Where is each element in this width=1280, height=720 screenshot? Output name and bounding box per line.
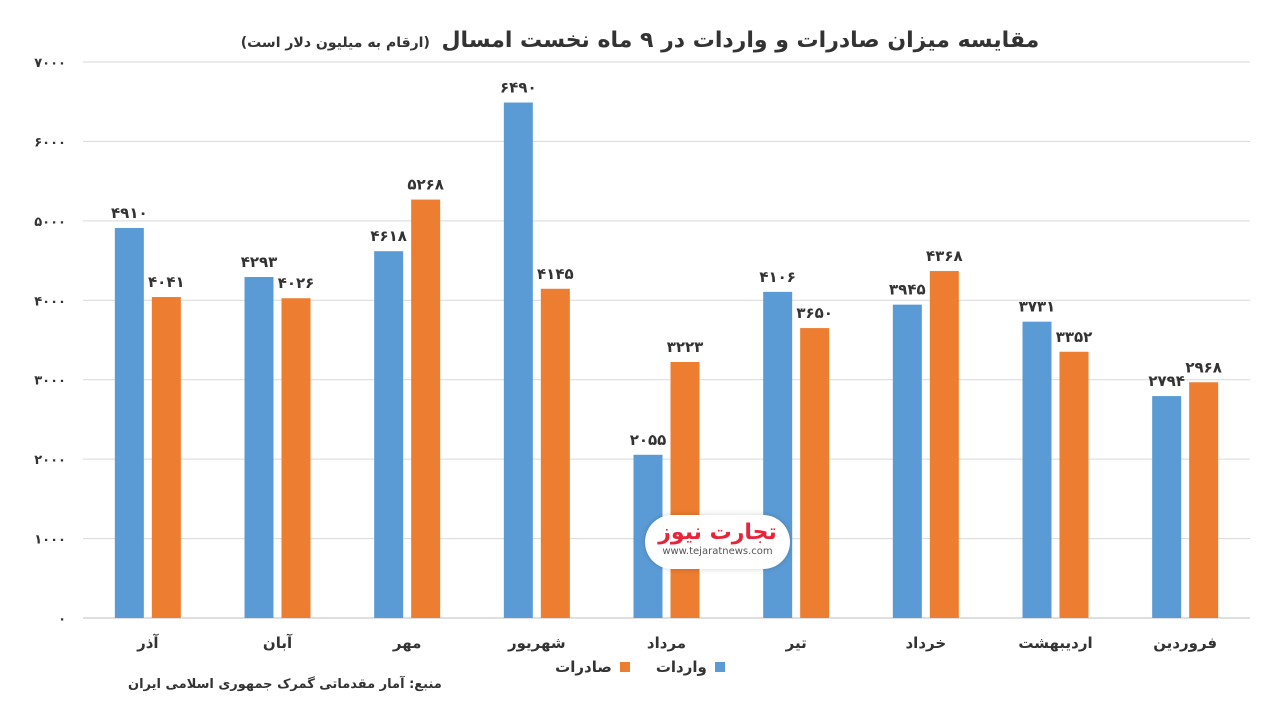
watermark-badge: تجارت نیوز www.tejaratnews.com xyxy=(645,515,790,569)
bar xyxy=(281,298,311,618)
watermark-logo: تجارت نیوز xyxy=(658,520,777,545)
x-tick-label: آبان xyxy=(263,634,293,652)
data-label: ۲۰۵۵ xyxy=(630,431,667,449)
bar xyxy=(1189,382,1219,618)
data-label: ۳۶۵۰ xyxy=(796,304,833,322)
data-label: ۴۲۹۳ xyxy=(241,253,278,271)
bar xyxy=(540,288,570,618)
data-label: ۶۴۹۰ xyxy=(500,79,537,97)
data-label: ۳۷۳۱ xyxy=(1019,298,1056,316)
data-label: ۲۷۹۴ xyxy=(1148,372,1185,390)
source-note: منبع: آمار مقدماتی گمرک جمهوری اسلامی ای… xyxy=(128,677,442,692)
legend-swatch-imports xyxy=(714,662,725,672)
legend-swatch-exports xyxy=(619,662,630,672)
x-tick-label: شهریور xyxy=(507,634,566,652)
chart-title: مقایسه میزان صادرات و واردات در ۹ ماه نخ… xyxy=(0,28,1280,53)
data-label: ۳۹۴۵ xyxy=(889,281,926,299)
data-label: ۳۲۲۳ xyxy=(667,338,704,356)
bar xyxy=(929,271,959,618)
bar xyxy=(114,228,144,618)
x-tick-label: مهر xyxy=(392,634,422,652)
x-tick-label: تیر xyxy=(785,634,807,652)
data-label: ۲۹۶۸ xyxy=(1185,358,1222,376)
bar xyxy=(670,362,700,618)
chart-legend: واردات صادرات xyxy=(0,658,1280,676)
y-tick-label: ۳۰۰۰ xyxy=(34,374,66,389)
x-tick-label: اردیبهشت xyxy=(1018,634,1092,652)
y-tick-label: ۶۰۰۰ xyxy=(34,135,66,150)
y-tick-label: ۰ xyxy=(58,612,66,627)
bar xyxy=(503,102,533,619)
bar xyxy=(1059,351,1089,618)
data-label: ۴۶۱۸ xyxy=(370,227,407,245)
data-label: ۴۰۴۱ xyxy=(148,273,185,291)
bar xyxy=(151,297,181,618)
data-label: ۴۳۶۸ xyxy=(926,247,963,265)
y-tick-label: ۱۰۰۰ xyxy=(34,533,66,548)
watermark-url: www.tejaratnews.com xyxy=(662,546,773,557)
y-tick-label: ۷۰۰۰ xyxy=(34,56,66,71)
legend-label-exports: صادرات xyxy=(555,658,612,676)
chart-title-sub: (ارقام به میلیون دلار است) xyxy=(240,35,430,51)
x-tick-label: مرداد xyxy=(647,634,686,652)
chart-title-main: مقایسه میزان صادرات و واردات در ۹ ماه نخ… xyxy=(441,28,1040,53)
x-tick-label: خرداد xyxy=(905,634,946,652)
bar xyxy=(800,328,830,618)
data-label: ۳۳۵۲ xyxy=(1056,328,1093,346)
x-tick-label: فروردین xyxy=(1153,634,1217,652)
y-tick-label: ۴۰۰۰ xyxy=(34,294,66,309)
bar xyxy=(1152,396,1182,618)
x-tick-label: آذر xyxy=(136,634,159,652)
bar xyxy=(1022,321,1052,618)
legend-label-imports: واردات xyxy=(655,658,707,676)
data-label: ۴۱۰۶ xyxy=(759,268,796,286)
bar xyxy=(244,277,274,618)
data-label: ۴۱۴۵ xyxy=(537,265,574,283)
legend-item-exports: صادرات xyxy=(555,658,630,676)
bar xyxy=(374,251,404,618)
data-label: ۵۲۶۸ xyxy=(407,176,444,194)
data-label: ۴۰۲۶ xyxy=(278,274,315,292)
bar xyxy=(411,199,441,618)
y-tick-label: ۵۰۰۰ xyxy=(34,215,66,230)
y-tick-label: ۲۰۰۰ xyxy=(34,453,66,468)
bar xyxy=(892,304,922,618)
legend-item-imports: واردات xyxy=(656,658,725,676)
data-label: ۴۹۱۰ xyxy=(111,204,148,222)
bar xyxy=(763,291,793,618)
